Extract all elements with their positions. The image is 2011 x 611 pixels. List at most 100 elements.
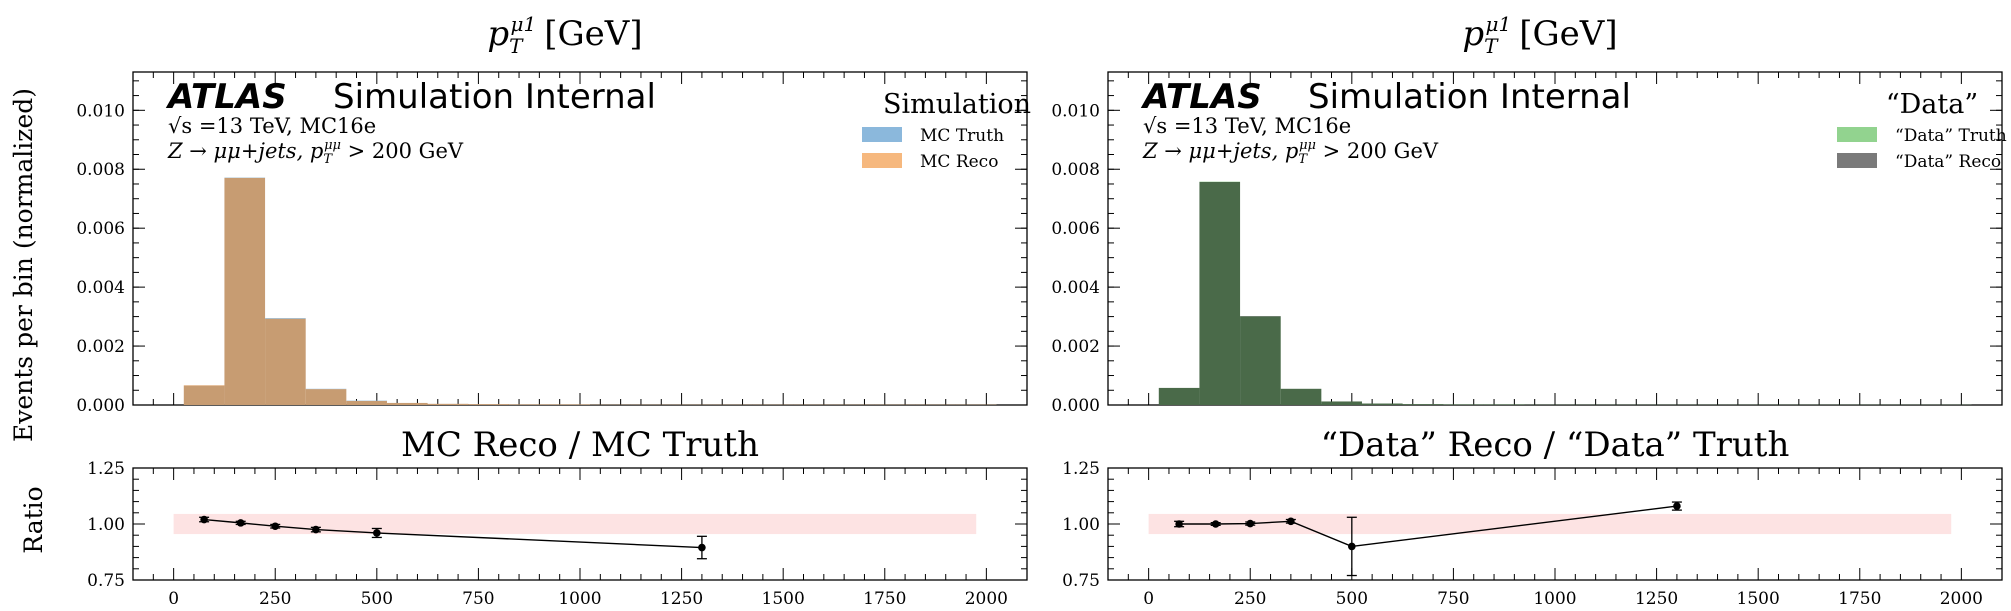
main-left-legend-title: Simulation <box>883 89 1031 120</box>
ratio-left-ytick-label: 0.75 <box>87 571 125 591</box>
main-right-ytick-label: 0.010 <box>1051 101 1100 121</box>
title-sup: μ1 <box>1486 12 1512 36</box>
main-left-legend-swatch <box>862 127 902 142</box>
ratio-left-data-point <box>312 525 320 534</box>
main-left-atlas-label: ATLAS <box>165 77 287 117</box>
main-right-atlas-suffix: Simulation Internal <box>1308 77 1631 117</box>
ratio-left-xtick-label: 1000 <box>558 589 601 609</box>
ratio-right-panel: 0.75 1.00 1.25 0 250 500 750 1000 1250 1500 1750 20… <box>1062 425 2003 609</box>
title-unit: [GeV] <box>1519 14 1617 54</box>
main-left-bar-excess <box>265 318 306 319</box>
main-right-bar-overlap <box>1280 388 1322 405</box>
main-left-bar-overlap <box>346 400 387 405</box>
ratio-right-xtick-label: 0 <box>1143 589 1154 609</box>
main-right-legend-swatch <box>1837 153 1877 168</box>
ratio-right-xtick-label: 1000 <box>1533 589 1576 609</box>
ratio-left-data-point <box>200 515 208 524</box>
info-line2-sup: μμ <box>324 138 341 153</box>
main-right-atlas-label: ATLAS <box>1140 77 1262 117</box>
main-left-legend-label: MC Truth <box>920 126 1004 146</box>
y-axis-label-main: Events per bin (normalized) <box>9 88 38 442</box>
ratio-right-xtick-label: 2000 <box>1940 589 1983 609</box>
ratio-left-ytick-label: 1.25 <box>87 459 125 479</box>
info-line2-tail: > 200 GeV <box>341 139 464 163</box>
y-axis-label-ratio: Ratio <box>19 486 48 553</box>
ratio-left-uncertainty-band <box>173 513 977 535</box>
ratio-right-title: “Data” Reco / “Data” Truth <box>1321 425 1790 465</box>
main-right-legend-title: “Data” <box>1886 89 1978 120</box>
main-right-ytick-label: 0.006 <box>1051 219 1100 239</box>
main-right-ytick-label: 0.002 <box>1051 337 1100 357</box>
ratio-left-ratio-line <box>204 518 702 549</box>
ratio-left-title: MC Reco / MC Truth <box>401 425 759 465</box>
main-right-legend-swatch <box>1837 127 1877 142</box>
main-right-bar-overlap <box>1240 316 1281 405</box>
main-left-ytick-label: 0.002 <box>76 337 125 357</box>
main-right-legend-label: “Data” Reco <box>1895 152 2001 172</box>
main-left-bar-overlap <box>427 403 469 405</box>
ratio-right-xtick-label: 250 <box>1234 589 1266 609</box>
title-base: p <box>487 14 509 54</box>
main-left-bar-overlap <box>265 318 306 405</box>
ratio-right-xtick-label: 1750 <box>1838 589 1881 609</box>
ratio-left-data-point <box>236 519 245 527</box>
info-line2-main: Z → μμ+jets, p <box>1142 139 1298 163</box>
ratio-right-ratio-line <box>1179 505 1677 548</box>
title-unit: [GeV] <box>544 14 642 54</box>
ratio-right-xtick-label: 500 <box>1336 589 1368 609</box>
info-line2-tail: > 200 GeV <box>1316 139 1439 163</box>
main-right-ytick-label: 0.008 <box>1051 160 1100 180</box>
main-right-ytick-label: 0.000 <box>1051 396 1100 416</box>
ratio-left-xtick-label: 1250 <box>660 589 703 609</box>
main-left-info-line1: √s =13 TeV, MC16e <box>168 114 376 138</box>
ratio-right-ytick-label: 1.00 <box>1062 515 1100 535</box>
main-right-ytick-label: 0.004 <box>1051 278 1100 298</box>
main-left-ytick-label: 0.004 <box>76 278 125 298</box>
title-sub: T <box>1484 34 1499 58</box>
main-right-bar-overlap <box>1361 403 1403 405</box>
main-left-legend-label: MC Reco <box>920 152 998 172</box>
title-sub: T <box>509 34 524 58</box>
ratio-right-xtick-label: 750 <box>1437 589 1469 609</box>
main-left-bar-overlap <box>386 402 428 405</box>
ratio-right-data-point <box>1673 502 1681 510</box>
main-left-bar-overlap <box>305 389 347 405</box>
main-right-bar-overlap <box>1321 401 1362 405</box>
main-left-ytick-label: 0.000 <box>76 396 125 416</box>
ratio-right-xtick-label: 1250 <box>1635 589 1678 609</box>
ratio-left-xtick-label: 2000 <box>965 589 1008 609</box>
main-left-bar-overlap <box>508 404 550 405</box>
ratio-right-xtick-label: 1500 <box>1737 589 1780 609</box>
ratio-left-panel: 0.75 1.00 1.25 0 250 500 750 1000 1250 1500 1750 20… <box>87 425 1028 609</box>
main-left-title: pTμ1 [GeV] <box>487 12 642 58</box>
main-right-info-line2: Z → μμ+jets, pTμμ > 200 GeV <box>1142 138 1439 167</box>
ratio-left-xtick-label: 250 <box>259 589 291 609</box>
ratio-left-xtick-label: 500 <box>361 589 393 609</box>
ratio-left-data-point <box>698 543 706 552</box>
ratio-right-data-point <box>1348 542 1356 551</box>
info-line2-sub: T <box>323 152 333 167</box>
main-left-ytick-label: 0.006 <box>76 219 125 239</box>
ratio-right-data-point <box>1287 517 1295 526</box>
ratio-right-uncertainty-band <box>1148 513 1952 535</box>
main-right-legend-label: “Data” Truth <box>1895 126 2007 146</box>
ratio-left-data-point <box>271 522 280 531</box>
main-left-ytick-label: 0.008 <box>76 160 125 180</box>
main-right-bar-overlap <box>1158 387 1200 405</box>
ratio-right-data-point <box>1175 520 1183 528</box>
main-left-bar-overlap <box>468 404 509 405</box>
main-left-bar-overlap <box>183 385 225 405</box>
info-line2-sup: μμ <box>1299 138 1316 153</box>
main-left-legend-swatch <box>862 153 902 168</box>
main-right-bar-overlap <box>1483 404 1525 405</box>
ratio-right-ytick-label: 0.75 <box>1062 571 1100 591</box>
ratio-left-xtick-label: 1750 <box>863 589 906 609</box>
title-sup: μ1 <box>511 12 537 36</box>
ratio-left-data-point <box>373 529 381 537</box>
main-right-info-line1: √s =13 TeV, MC16e <box>1143 114 1351 138</box>
main-right-title: pTμ1 [GeV] <box>1462 12 1617 58</box>
main-left-atlas-suffix: Simulation Internal <box>333 77 656 117</box>
